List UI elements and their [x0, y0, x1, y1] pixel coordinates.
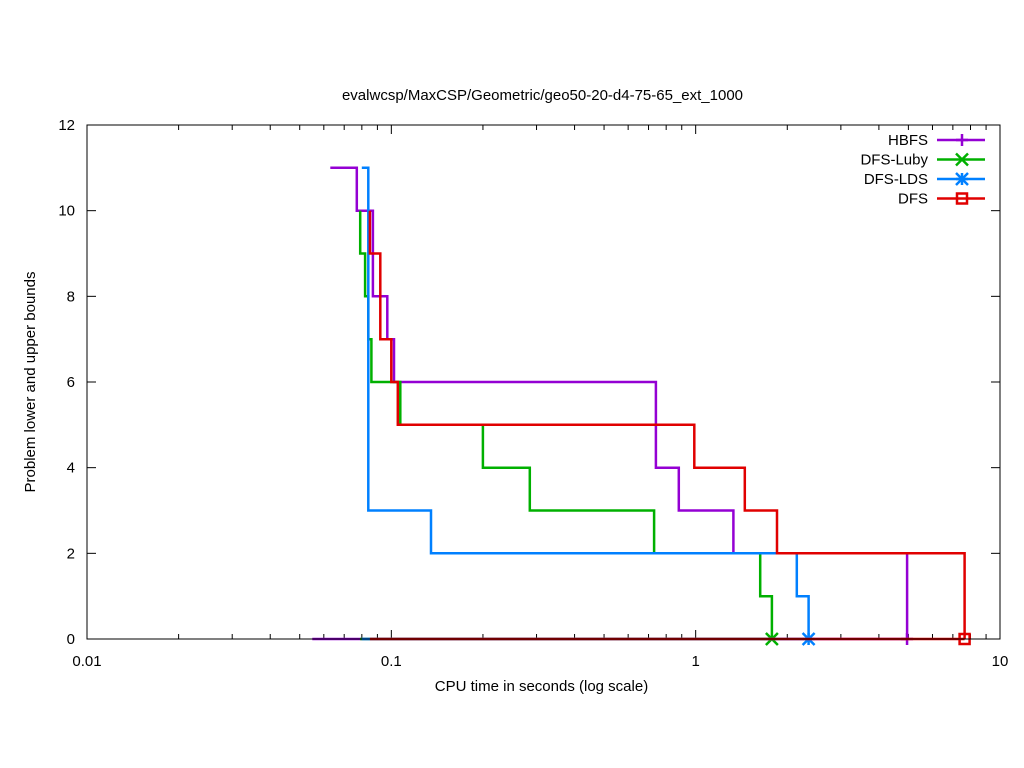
series-hbfs: [312, 166, 914, 645]
y-axis-label: Problem lower and upper bounds: [22, 272, 39, 493]
series-layer: [312, 166, 971, 646]
y-tick-label: 10: [58, 203, 75, 220]
x-tick-label: 0.01: [72, 653, 101, 670]
legend-label-dfs: DFS: [898, 191, 928, 208]
marker-stroke: [955, 152, 969, 167]
x-tick-label: 1: [691, 653, 699, 670]
series-dfs-lds: [361, 166, 816, 646]
series-dfs-luby: [358, 210, 779, 646]
legend-item-hbfs: HBFS: [888, 132, 985, 149]
legend-marker-dfs-lds: [955, 172, 969, 186]
legend: HBFS DFS-Luby DFS-LDS DFS: [860, 132, 985, 208]
chart-title: evalwcsp/MaxCSP/Geometric/geo50-20-d4-75…: [342, 87, 743, 104]
legend-marker-dfs: [955, 192, 969, 205]
marker-stroke: [955, 172, 969, 186]
legend-marker-dfs-luby: [955, 152, 969, 167]
series-dfs-upper-bound: [368, 210, 966, 639]
y-tick-label: 8: [67, 288, 75, 305]
ticks-layer: 0.01 0.1 1 10 0 2 4 6 8 10 12: [58, 117, 1008, 670]
y-tick-label: 2: [67, 545, 75, 562]
series-dfs-lds-upper-bound: [361, 166, 810, 639]
x-tick-label: 10: [992, 653, 1009, 670]
x-axis-label: CPU time in seconds (log scale): [435, 678, 648, 695]
x-tick-label: 0.1: [381, 653, 402, 670]
y-tick-label: 12: [58, 117, 75, 134]
legend-label-dfs-luby: DFS-Luby: [860, 152, 928, 169]
y-tick-label: 6: [67, 374, 75, 391]
legend-label-dfs-lds: DFS-LDS: [864, 171, 928, 188]
legend-item-dfs-lds: DFS-LDS: [864, 171, 985, 188]
plot-frame: [86, 124, 1001, 640]
series-dfs: [368, 210, 971, 646]
legend-label-hbfs: HBFS: [888, 132, 928, 149]
marker-stroke: [955, 192, 969, 205]
y-tick-label: 4: [67, 460, 75, 477]
y-tick-label: 0: [67, 631, 75, 648]
legend-item-dfs: DFS: [898, 191, 985, 208]
legend-item-dfs-luby: DFS-Luby: [860, 152, 985, 169]
series-hbfs-upper-bound: [330, 166, 909, 639]
legend-marker-hbfs: [956, 134, 968, 146]
